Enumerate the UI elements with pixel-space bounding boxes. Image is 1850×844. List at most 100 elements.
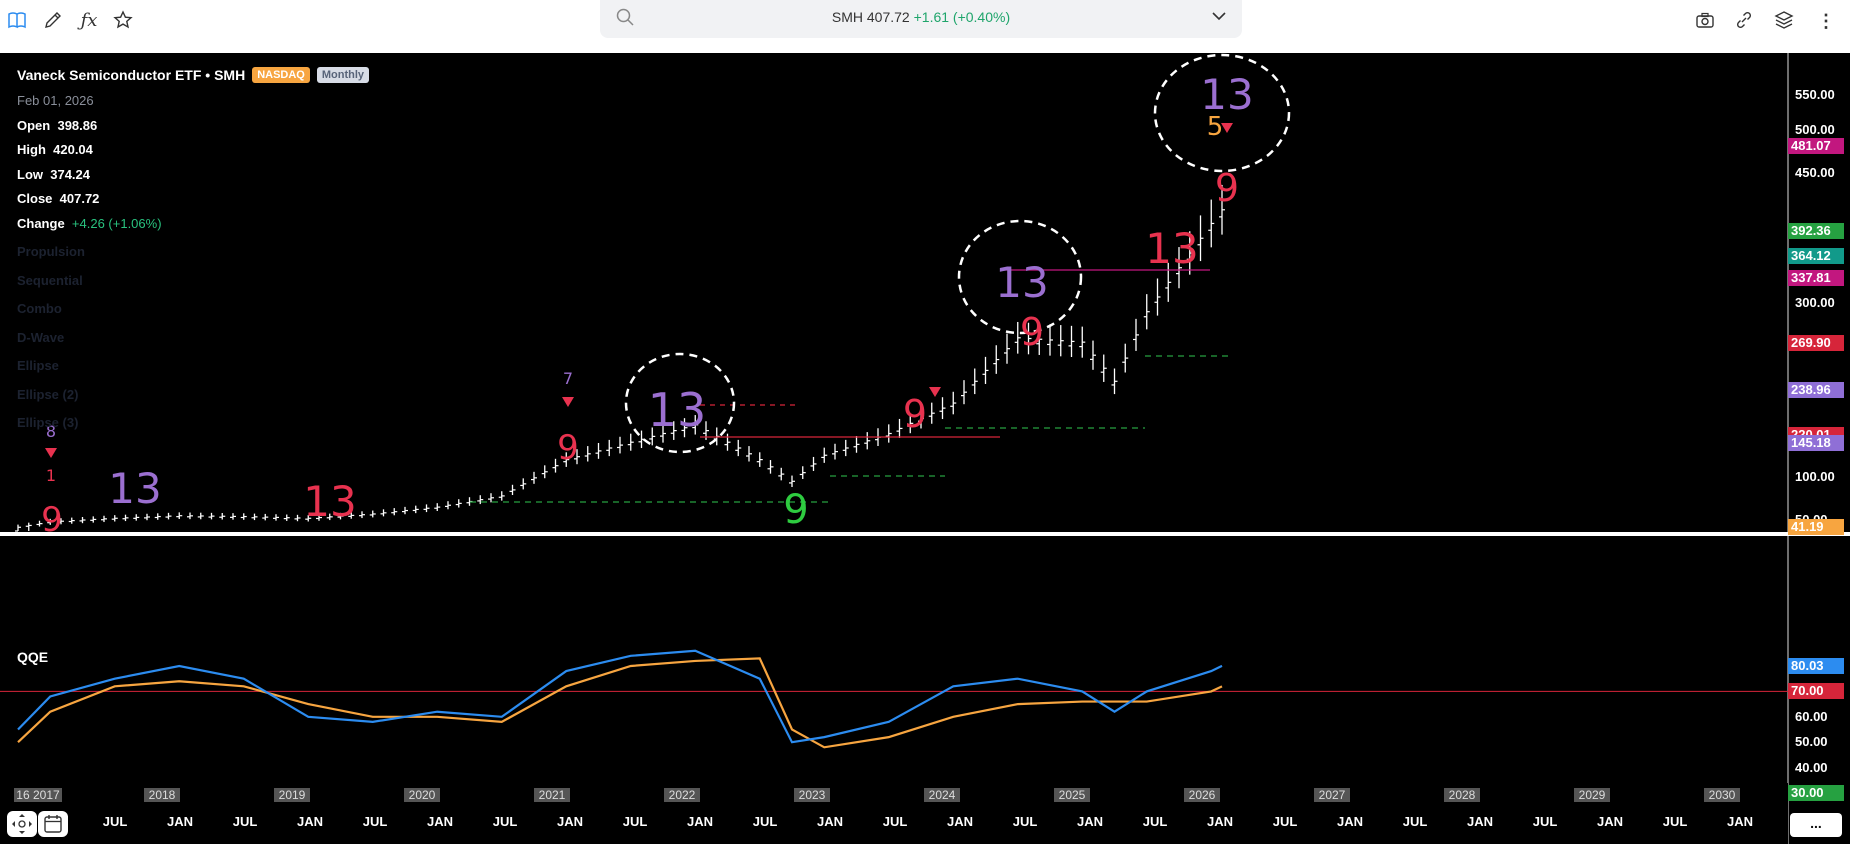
change-value: +4.26 (+1.06%) [71, 215, 162, 231]
month-label: JUL [233, 814, 258, 829]
month-label: JAN [1077, 814, 1103, 829]
link-icon[interactable] [1733, 10, 1755, 32]
open-value: 398.86 [57, 117, 98, 133]
qqe-tag: 70.00 [1788, 683, 1844, 700]
price-tag: 41.19 [1788, 519, 1844, 535]
book-icon[interactable] [6, 10, 28, 32]
price-tag: 269.90 [1788, 335, 1844, 351]
study-ellipse[interactable]: Ellipse [17, 358, 59, 373]
year-label-bg [1704, 788, 1740, 802]
legend-low: Low 374.24 [17, 163, 369, 188]
study-combo[interactable]: Combo [17, 301, 62, 316]
month-label: JAN [1337, 814, 1363, 829]
chart-area[interactable]: 13 9 13 13 9 9 9 13 9 13 9 13 5 7 8 1 16 2017 2018 2019 202… [0, 53, 1850, 844]
legend-title: Vaneck Semiconductor ETF • SMH [17, 67, 246, 83]
top-toolbar: ƒx SMH 407.72 +1.61 (+0.40%) ⋮ [0, 0, 1850, 53]
year-label-bg [794, 788, 830, 802]
study-ellipse-3[interactable]: Ellipse (3) [17, 415, 79, 430]
price-tag: 337.81 [1788, 270, 1844, 286]
month-label: JUL [623, 814, 648, 829]
ellipse-marker [624, 352, 736, 454]
pan-button[interactable] [7, 811, 37, 837]
month-label: JAN [167, 814, 193, 829]
count-annotation: 7 [563, 369, 573, 388]
open-label: Open [17, 117, 51, 133]
month-label: JUL [103, 814, 128, 829]
qqe-tag: 80.03 [1788, 657, 1844, 674]
count-annotation: 9 [557, 428, 579, 468]
arrow-marker [45, 448, 57, 458]
symbol-search[interactable]: SMH 407.72 +1.61 (+0.40%) [600, 0, 1242, 38]
year-label-bg [404, 788, 440, 802]
study-sequential[interactable]: Sequential [17, 272, 83, 288]
exchange-badge: NASDAQ [252, 67, 310, 83]
low-label: Low [17, 166, 43, 182]
month-label: JUL [1013, 814, 1038, 829]
month-label: JAN [817, 814, 843, 829]
legend-title-row: Vaneck Semiconductor ETF • SMH NASDAQ Mo… [17, 67, 370, 83]
interval-badge[interactable]: Monthly [316, 67, 370, 83]
pencil-icon[interactable] [42, 10, 64, 32]
symbol-name: SMH [831, 9, 863, 25]
month-label: JUL [883, 814, 908, 829]
month-label: JAN [947, 814, 973, 829]
year-label: 2024 [929, 788, 956, 802]
year-label-bg [664, 788, 700, 802]
year-label: 2027 [1319, 788, 1346, 802]
year-label: 2028 [1449, 788, 1476, 802]
chart-legend: Vaneck Semiconductor ETF • SMH NASDAQ Mo… [17, 67, 370, 438]
count-annotation: 8 [46, 422, 56, 441]
count-annotation: 1 [46, 466, 56, 485]
function-icon[interactable]: ƒx [80, 10, 98, 31]
study-propulsion[interactable]: Propulsion [17, 244, 85, 259]
ellipse-marker [957, 219, 1083, 335]
more-vertical-icon[interactable]: ⋮ [1817, 11, 1835, 31]
month-label: JAN [557, 814, 583, 829]
year-label: 2018 [149, 788, 176, 802]
qqe-tag: 30.00 [1788, 785, 1844, 801]
month-label: JUL [363, 814, 388, 829]
month-label: JUL [1533, 814, 1558, 829]
count-annotation: 13 [108, 464, 161, 513]
close-value: 407.72 [59, 191, 100, 206]
count-annotation: 9 [41, 500, 63, 540]
price-tag: 392.36 [1788, 223, 1844, 239]
month-label: JAN [1597, 814, 1623, 829]
price-tag: 145.18 [1788, 435, 1844, 451]
calendar-icon [44, 815, 62, 833]
month-label: JUL [753, 814, 778, 829]
study-ellipse-2[interactable]: Ellipse (2) [17, 386, 79, 402]
count-annotation: 13 [303, 477, 356, 526]
move-arrows-icon [12, 814, 32, 834]
more-button[interactable]: ... [1790, 813, 1842, 837]
year-label: 2020 [409, 788, 436, 802]
qqe-label: QQE [17, 649, 49, 665]
symbol-change: +1.61 (+0.40%) [913, 9, 1011, 25]
studies-list: Propulsion Sequential Combo D-Wave Ellip… [17, 238, 369, 438]
star-icon[interactable] [112, 10, 134, 32]
calendar-button[interactable] [38, 811, 68, 837]
year-label: 2029 [1579, 788, 1606, 802]
month-label: JAN [297, 814, 323, 829]
camera-icon[interactable] [1694, 10, 1716, 32]
count-annotation: 9 [1215, 166, 1239, 210]
year-label: 2023 [799, 788, 826, 802]
layers-icon[interactable] [1773, 10, 1795, 32]
study-d-wave[interactable]: D-Wave [17, 329, 65, 345]
year-label-bg [1184, 788, 1220, 802]
chevron-down-icon[interactable] [1212, 11, 1226, 21]
ellipse-marker [1153, 53, 1291, 173]
price-tick-label: 500.00 [1795, 122, 1835, 137]
symbol-price: 407.72 [866, 9, 910, 25]
legend-open: Open 398.86 [17, 114, 369, 139]
count-annotation: 5 [1207, 112, 1224, 142]
price-tick-label: 300.00 [1795, 295, 1835, 310]
year-label-bg [534, 788, 570, 802]
close-label: Close [17, 191, 53, 206]
count-annotation: 13 [648, 383, 707, 437]
count-annotation: 13 [1200, 70, 1253, 119]
legend-close: Close 407.72 [17, 187, 369, 212]
qqe-fast-line [17, 649, 1223, 744]
count-annotation: 9 [783, 487, 808, 533]
